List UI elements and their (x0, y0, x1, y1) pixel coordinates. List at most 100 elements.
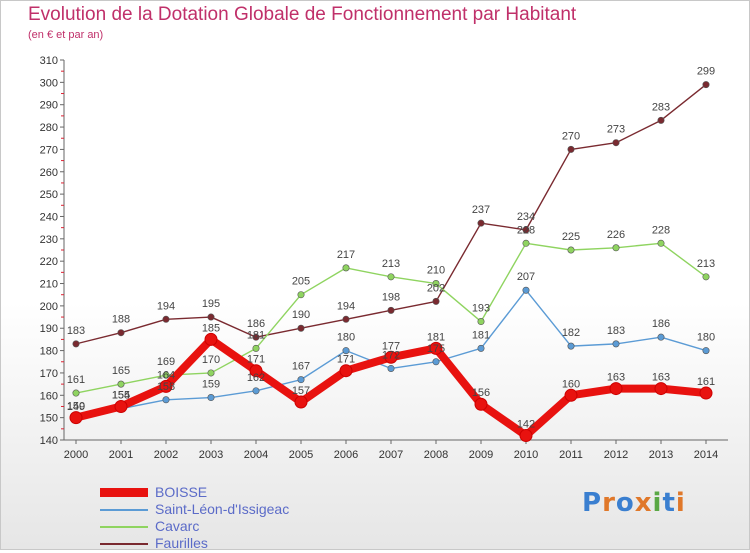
data-label: 163 (652, 372, 670, 384)
y-tick-label: 190 (40, 323, 58, 335)
data-label: 169 (157, 356, 175, 368)
data-point (72, 389, 80, 397)
logo-letter: t (662, 488, 676, 518)
chart-title: Evolution de la Dotation Globale de Fonc… (28, 4, 577, 25)
data-point (567, 145, 575, 153)
data-label: 170 (202, 354, 220, 366)
legend-swatch-cavarc (100, 526, 148, 528)
legend-label-cavarc: Cavarc (155, 518, 200, 534)
legend-label-saint-leon: Saint-Léon-d'Issigeac (155, 501, 290, 517)
y-tick-label: 260 (40, 167, 58, 179)
data-label: 228 (652, 224, 670, 236)
data-point (612, 340, 620, 348)
data-point (162, 315, 170, 323)
x-tick-label: 2009 (469, 449, 493, 461)
data-label: 161 (67, 374, 85, 386)
data-point (114, 399, 128, 413)
y-tick-label: 170 (40, 368, 58, 380)
data-label: 162 (247, 372, 265, 384)
x-tick-label: 2002 (154, 449, 178, 461)
data-point (654, 382, 668, 396)
data-label: 202 (427, 282, 445, 294)
y-tick-label: 270 (40, 144, 58, 156)
data-label: 155 (112, 389, 130, 401)
data-point (429, 341, 443, 355)
legend-label-boisse: BOISSE (155, 484, 208, 500)
data-point (162, 371, 170, 379)
data-point (297, 376, 305, 384)
data-label: 226 (607, 229, 625, 241)
legend-swatch-faurilles (100, 543, 148, 545)
data-label: 154 (112, 390, 130, 402)
data-point (204, 332, 218, 346)
x-tick-label: 2001 (109, 449, 133, 461)
data-point (657, 116, 665, 124)
data-point (567, 342, 575, 350)
data-label: 180 (697, 332, 715, 344)
data-point (387, 364, 395, 372)
data-label: 299 (697, 66, 715, 78)
data-point (342, 315, 350, 323)
data-point (207, 369, 215, 377)
data-label: 161 (697, 376, 715, 388)
y-tick-label: 140 (40, 435, 58, 447)
proxiti-logo: Proxiti (582, 488, 686, 518)
data-label: 177 (382, 340, 400, 352)
data-label: 181 (427, 331, 445, 343)
x-tick-label: 2007 (379, 449, 403, 461)
data-label: 160 (562, 378, 580, 390)
data-label: 228 (517, 224, 535, 236)
x-tick-label: 2008 (424, 449, 448, 461)
data-point (69, 411, 83, 425)
x-tick-label: 2010 (514, 449, 538, 461)
logo-letter: r (602, 488, 616, 518)
x-tick-label: 2003 (199, 449, 223, 461)
data-label: 217 (337, 249, 355, 261)
data-point (612, 244, 620, 252)
data-point (384, 350, 398, 364)
data-point (564, 388, 578, 402)
data-label: 194 (157, 300, 175, 312)
data-label: 237 (472, 204, 490, 216)
data-label: 207 (517, 271, 535, 283)
chart-subtitle: (en € et par an) (28, 29, 104, 41)
y-tick-label: 210 (40, 279, 58, 291)
x-tick-label: 2005 (289, 449, 313, 461)
data-label: 186 (247, 318, 265, 330)
data-label: 213 (382, 258, 400, 270)
data-point (252, 387, 260, 395)
data-label: 213 (697, 258, 715, 270)
data-point (702, 347, 710, 355)
data-point (387, 273, 395, 281)
data-point (477, 318, 485, 326)
data-point (432, 358, 440, 366)
data-label: 165 (112, 365, 130, 377)
data-label: 157 (292, 385, 310, 397)
data-label: 234 (517, 211, 535, 223)
y-tick-label: 200 (40, 301, 58, 313)
y-tick-label: 280 (40, 122, 58, 134)
data-point (702, 273, 710, 281)
data-label: 210 (427, 265, 445, 277)
data-point (72, 340, 80, 348)
x-tick-label: 2000 (64, 449, 88, 461)
data-point (519, 429, 533, 443)
data-point (657, 239, 665, 247)
data-label: 270 (562, 130, 580, 142)
data-label: 159 (202, 379, 220, 391)
x-tick-label: 2014 (694, 449, 718, 461)
logo-letter: i (652, 488, 663, 518)
data-label: 163 (607, 372, 625, 384)
data-point (252, 333, 260, 341)
data-point (342, 347, 350, 355)
logo-letter: o (615, 488, 635, 518)
data-label: 198 (382, 291, 400, 303)
data-point (297, 324, 305, 332)
data-point (477, 344, 485, 352)
data-point (162, 396, 170, 404)
y-tick-label: 290 (40, 100, 58, 112)
data-label: 182 (562, 327, 580, 339)
y-tick-label: 230 (40, 234, 58, 246)
